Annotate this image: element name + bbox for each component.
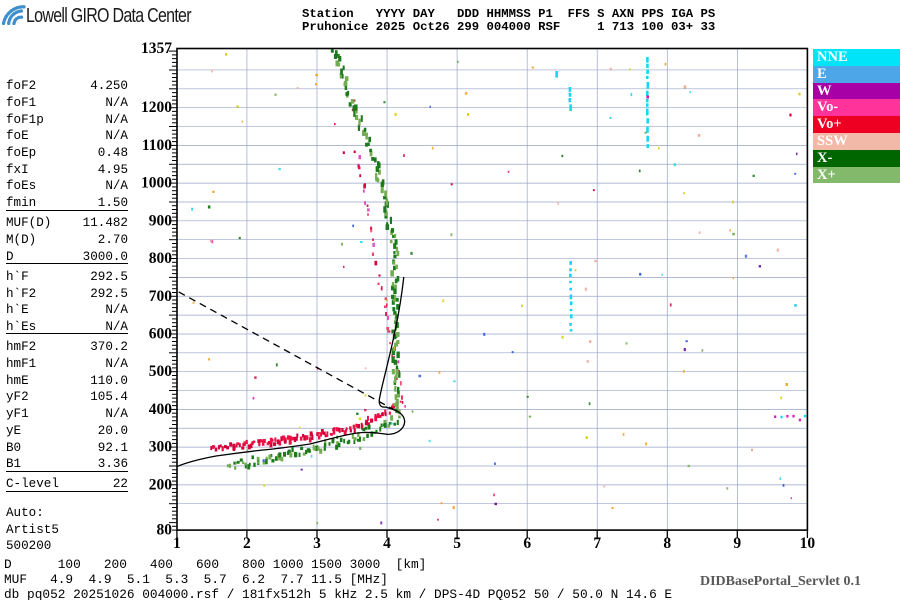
svg-text:600: 600	[149, 326, 173, 343]
svg-text:5: 5	[453, 535, 461, 552]
svg-text:400: 400	[149, 401, 173, 418]
svg-text:900: 900	[149, 212, 173, 229]
svg-text:800: 800	[149, 250, 173, 267]
svg-text:4: 4	[383, 535, 391, 552]
svg-text:10: 10	[800, 535, 816, 552]
svg-text:200: 200	[149, 476, 173, 493]
svg-text:80: 80	[157, 522, 173, 539]
svg-text:300: 300	[149, 439, 173, 456]
svg-text:1100: 1100	[142, 137, 172, 154]
svg-text:1200: 1200	[141, 99, 172, 116]
svg-text:1000: 1000	[141, 175, 172, 192]
svg-text:1: 1	[173, 535, 181, 552]
svg-text:9: 9	[733, 535, 741, 552]
svg-text:500: 500	[149, 363, 173, 380]
svg-text:700: 700	[149, 288, 173, 305]
svg-text:1357: 1357	[141, 40, 172, 57]
svg-text:2: 2	[243, 535, 251, 552]
svg-text:6: 6	[523, 535, 531, 552]
svg-text:8: 8	[663, 535, 671, 552]
svg-text:3: 3	[313, 535, 321, 552]
svg-text:7: 7	[593, 535, 601, 552]
